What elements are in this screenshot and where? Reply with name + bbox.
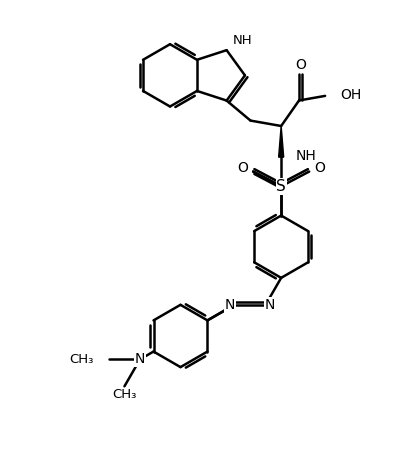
Text: O: O <box>237 161 248 175</box>
Polygon shape <box>279 126 284 157</box>
Text: N: N <box>265 298 275 312</box>
Text: NH: NH <box>232 34 252 47</box>
Text: CH₃: CH₃ <box>112 388 137 401</box>
Text: N: N <box>135 352 145 366</box>
Text: OH: OH <box>340 88 361 102</box>
Text: CH₃: CH₃ <box>70 353 94 366</box>
Text: O: O <box>296 58 307 72</box>
Text: O: O <box>315 161 325 175</box>
Text: NH: NH <box>296 149 317 163</box>
Text: N: N <box>225 298 235 312</box>
Text: S: S <box>276 179 286 194</box>
